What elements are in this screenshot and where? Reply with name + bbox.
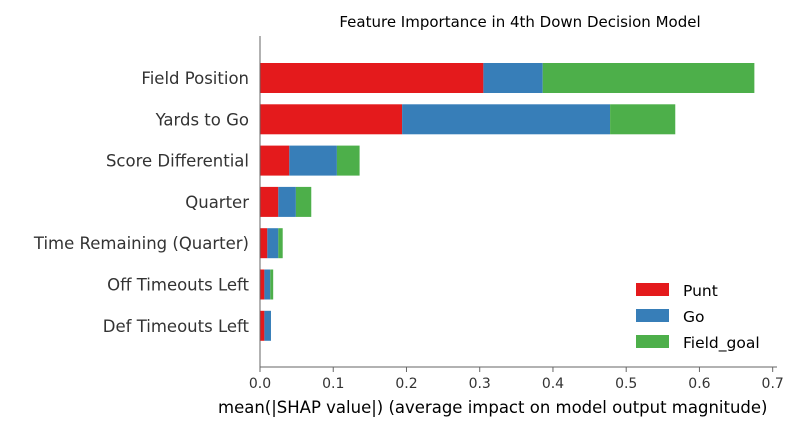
legend-swatch-punt <box>636 283 669 296</box>
category-label: Quarter <box>185 193 249 212</box>
x-tick-label: 0.4 <box>542 376 564 392</box>
category-labels: Field Position Yards to Go Score Different… <box>33 69 250 336</box>
x-tick-label: 0.3 <box>469 376 491 392</box>
x-tick-label: 0.6 <box>688 376 710 392</box>
bar-go-1 <box>402 104 611 135</box>
bar-field-goal-3 <box>295 186 312 217</box>
x-ticks: 0.0 0.1 0.2 0.3 0.4 0.5 0.6 0.7 <box>249 367 784 392</box>
bar-field-goal-2 <box>336 145 360 176</box>
bar-punt-6 <box>260 310 265 341</box>
legend-label: Field_goal <box>683 334 760 353</box>
bar-go-6 <box>264 310 271 341</box>
bar-go-4 <box>267 228 279 259</box>
x-tick-label: 0.2 <box>395 376 417 392</box>
bar-go-3 <box>278 186 296 217</box>
chart-title: Feature Importance in 4th Down Decision … <box>339 13 700 31</box>
bar-punt-5 <box>260 269 265 300</box>
legend-swatch-field-goal <box>636 335 669 348</box>
legend-swatch-go <box>636 309 669 322</box>
x-tick-label: 0.5 <box>615 376 637 392</box>
bar-go-5 <box>264 269 271 300</box>
bars-group <box>260 63 755 341</box>
x-axis-label: mean(|SHAP value|) (average impact on mo… <box>218 398 768 417</box>
bar-field-goal-4 <box>278 228 283 259</box>
legend: Punt Go Field_goal <box>636 282 760 353</box>
bar-punt-4 <box>260 228 268 259</box>
legend-label: Go <box>683 308 705 326</box>
x-tick-label: 0.7 <box>762 376 784 392</box>
bar-field-goal-1 <box>610 104 676 135</box>
legend-label: Punt <box>683 282 718 300</box>
bar-punt-1 <box>260 104 403 135</box>
bar-field-goal-0 <box>542 63 755 93</box>
category-label: Def Timeouts Left <box>103 317 250 336</box>
bar-go-0 <box>483 63 543 93</box>
x-tick-label: 0.0 <box>249 376 271 392</box>
x-tick-label: 0.1 <box>322 376 344 392</box>
bar-go-2 <box>289 145 337 176</box>
bar-field-goal-5 <box>270 269 274 300</box>
category-label: Yards to Go <box>155 110 249 129</box>
category-label: Off Timeouts Left <box>107 276 249 295</box>
bar-punt-2 <box>260 145 290 176</box>
category-label: Field Position <box>141 69 249 88</box>
category-label: Score Differential <box>106 152 249 171</box>
category-label: Time Remaining (Quarter) <box>33 234 249 253</box>
bar-punt-3 <box>260 186 279 217</box>
bar-punt-0 <box>260 63 484 93</box>
